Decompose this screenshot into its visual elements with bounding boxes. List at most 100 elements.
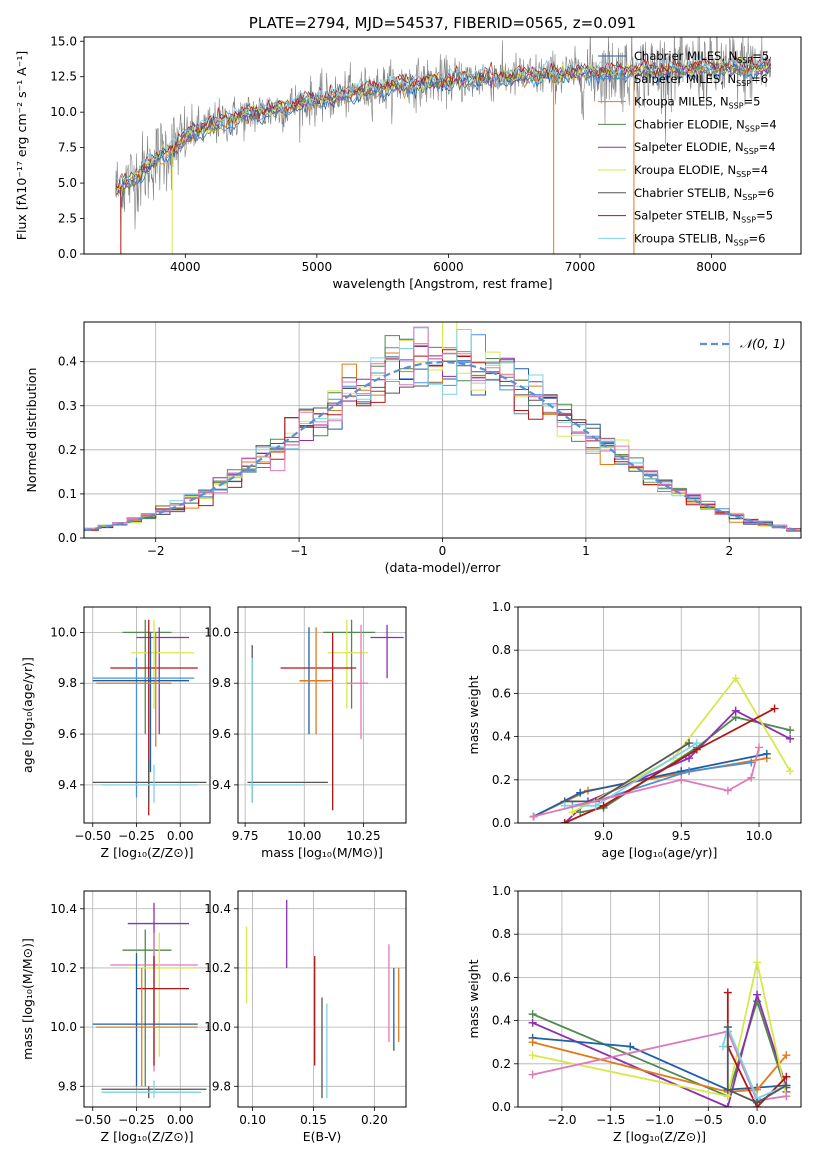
legend-subscript: SSP: [742, 193, 757, 202]
y-tick-label: 0.6: [492, 686, 511, 700]
mass_vs_ebv-plot-area: [245, 899, 400, 1099]
point-marker: [755, 743, 764, 752]
y-tick-label: 0.0: [58, 531, 77, 545]
x-axis-label: Z [log₁₀(Z/Z⊙)]: [613, 1129, 706, 1144]
residuals-plot-area: [84, 322, 801, 534]
y-tick-label: 10.2: [50, 961, 77, 975]
panel-age_vs_Z: −0.50 −0.25 0.00 9.4 9.6 9.8 10.0 Z [log₁₀(Z/Z⊙…: [20, 606, 211, 860]
weight-line: [726, 1027, 787, 1104]
model-spectrum-line: [115, 56, 772, 189]
point-marker: [677, 775, 686, 784]
x-tick-label: 4000: [170, 260, 201, 274]
x-tick-label: 10.00: [287, 829, 321, 843]
legend-label: Salpeter ELODIE, NSSP=4: [634, 140, 776, 156]
x-tick-label: 0.0: [748, 1113, 767, 1127]
weight-line: [532, 1041, 788, 1093]
x-tick-label: 10.25: [346, 829, 380, 843]
y-tick-label: 15.0: [50, 34, 77, 48]
point-marker: [528, 1051, 537, 1060]
x-tick-label: 0.15: [300, 1113, 327, 1127]
legend-text: Salpeter MILES, N: [634, 72, 736, 86]
y-tick-label: 10.4: [204, 902, 231, 916]
x-tick-label: 8000: [696, 260, 727, 274]
y-axis-label: mass [log₁₀(M/M⊙)]: [20, 938, 35, 1060]
legend-text: =6: [751, 72, 768, 86]
point-marker: [576, 788, 585, 797]
y-tick-label: 5.0: [58, 176, 77, 190]
point-marker: [599, 801, 608, 810]
point-marker: [753, 958, 762, 967]
axes-frame: [517, 606, 802, 824]
x-tick-label: −1: [290, 544, 308, 558]
panel-weight_vs_Z: −2.0 −1.5 −1.0 −0.5 0.0 0.0 0.2 0.4 0.6 0.8 1.0 Z […: [466, 884, 802, 1144]
x-tick-label: 9.0: [594, 829, 613, 843]
x-axis-label: mass [log₁₀(M/M⊙)]: [261, 845, 383, 860]
point-marker: [723, 988, 732, 997]
y-axis-label: Normed distribution: [24, 368, 39, 493]
point-marker: [718, 1042, 727, 1051]
legend-text: Chabrier ELODIE, N: [634, 117, 745, 131]
y-tick-label: 9.8: [58, 1079, 77, 1093]
legend-subscript: SSP: [737, 56, 752, 65]
point-marker: [782, 1072, 791, 1081]
y-axis-label: age [log₁₀(age/yr)]: [20, 657, 35, 773]
y-tick-label: 10.0: [50, 625, 77, 639]
y-tick-label: 10.0: [50, 105, 77, 119]
weight_vs_age-plot-area: [529, 674, 795, 823]
point-marker: [782, 1092, 791, 1101]
point-marker: [723, 1085, 732, 1094]
legend-label: Salpeter STELIB, NSSP=5: [634, 209, 773, 225]
spectrum-plot-area: [115, 37, 772, 254]
weight-line: [722, 1024, 787, 1100]
point-marker: [786, 726, 795, 735]
legend-text: Chabrier STELIB, N: [634, 186, 742, 200]
legend-text: =6: [757, 186, 774, 200]
x-tick-label: 0.10: [239, 1113, 266, 1127]
y-tick-label: 0.0: [58, 247, 77, 261]
axes-frame: [83, 606, 211, 824]
y-axis-label: mass weight: [466, 675, 481, 754]
legend-subscript: SSP: [741, 216, 756, 225]
x-tick-label: −0.5: [694, 1113, 723, 1127]
x-axis-label: E(B-V): [303, 1129, 342, 1144]
y-tick-label: 9.4: [212, 778, 231, 792]
y-tick-label: 0.0: [492, 1100, 511, 1114]
legend-text: =5: [756, 209, 773, 223]
y-tick-label: 10.4: [50, 902, 77, 916]
point-marker: [747, 773, 756, 782]
y-tick-label: 0.2: [58, 443, 77, 457]
x-axis-label: Z [log₁₀(Z/Z⊙)]: [101, 1129, 194, 1144]
legend-label: Salpeter MILES, NSSP=6: [634, 72, 768, 88]
x-tick-label: 7000: [565, 260, 596, 274]
axes-frame: [237, 606, 407, 824]
point-marker: [685, 739, 694, 748]
y-tick-label: 9.4: [58, 778, 77, 792]
point-marker: [560, 819, 569, 823]
legend-label: Kroupa STELIB, NSSP=6: [634, 231, 765, 247]
y-tick-label: 2.5: [58, 212, 77, 226]
point-marker: [753, 1098, 762, 1107]
legend-text: =5: [752, 49, 769, 63]
y-tick-label: 0.4: [58, 355, 77, 369]
legend-subscript: SSP: [745, 124, 760, 133]
chart-title: PLATE=2794, MJD=54537, FIBERID=0565, z=0…: [249, 14, 636, 32]
y-tick-label: 0.8: [492, 643, 511, 657]
legend-label: Kroupa ELODIE, NSSP=4: [634, 163, 768, 179]
y-tick-label: 9.6: [212, 727, 231, 741]
legend-subscript: SSP: [744, 147, 759, 156]
legend-subscript: SSP: [734, 238, 749, 247]
point-marker: [723, 1023, 732, 1032]
x-tick-label: −0.25: [118, 829, 155, 843]
x-tick-label: 9.75: [232, 829, 259, 843]
histogram-step: [84, 326, 801, 532]
y-tick-label: 10.2: [204, 961, 231, 975]
y-axis-label: Flux [fλ10⁻¹⁷ erg cm⁻² s⁻¹ A⁻¹]: [14, 51, 29, 240]
legend-label: Chabrier ELODIE, NSSP=4: [634, 117, 777, 133]
point-marker: [786, 734, 795, 743]
legend-label: 𝒩(0, 1): [740, 336, 786, 351]
mass_vs_Z-plot-area: [92, 902, 207, 1099]
point-marker: [753, 990, 762, 999]
panel-residuals: −2 −1 0 1 2 0.0 0.1 0.2 0.3 0.4 (data-model)/error…: [24, 321, 802, 575]
x-tick-label: −2: [147, 544, 165, 558]
weight-line: [532, 991, 788, 1107]
